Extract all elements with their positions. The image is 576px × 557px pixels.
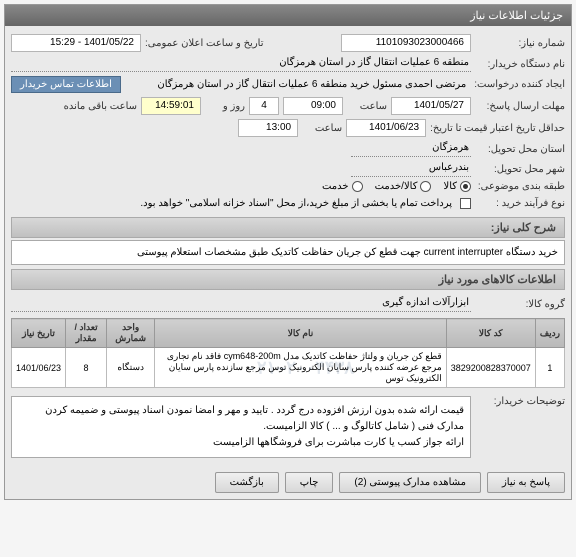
deadline-label: مهلت ارسال پاسخ: [475, 101, 565, 112]
desc-header: شرح کلی نیاز: [11, 217, 565, 238]
announce-value: 1401/05/22 - 15:29 [11, 34, 141, 52]
back-button[interactable]: بازگشت [215, 472, 279, 493]
contact-link[interactable]: اطلاعات تماس خریدار [11, 76, 121, 93]
buyer-org-label: نام دستگاه خریدار: [475, 59, 565, 70]
radio-label-service: خدمت [322, 181, 349, 192]
classification-radio-group: کالا کالا/خدمت خدمت [322, 181, 471, 192]
validity-time: 13:00 [238, 119, 298, 137]
announce-label: تاریخ و ساعت اعلان عمومی: [145, 38, 264, 49]
form-area: شماره نیاز: 1101093023000466 تاریخ و ساع… [5, 26, 571, 466]
notes-line-1: قیمت ارائه شده بدون ارزش افزوده درج گردد… [18, 403, 464, 435]
col-unit: واحد شمارش [107, 319, 155, 348]
province-label: استان محل تحویل: [475, 144, 565, 155]
radio-service[interactable]: خدمت [322, 181, 363, 192]
radio-icon [460, 181, 471, 192]
panel-title: جزئیات اطلاعات نیاز [5, 5, 571, 26]
classification-label: طبقه بندی موضوعی: [475, 181, 565, 192]
process-checkbox[interactable] [460, 198, 471, 209]
remain-time: 14:59:01 [141, 97, 201, 115]
col-qty: تعداد / مقدار [66, 319, 107, 348]
need-no-value: 1101093023000466 [341, 34, 471, 52]
cell-qty: 8 [66, 348, 107, 388]
group-label: گروه کالا: [475, 299, 565, 310]
group-value: ابزارآلات اندازه گیری [11, 296, 471, 312]
cell-date: 1401/06/23 [12, 348, 66, 388]
print-button[interactable]: چاپ [285, 472, 334, 493]
cell-name-text: قطع کن جریان و ولتاژ حفاظت کاتدیک مدل cy… [167, 351, 442, 383]
city-value: بندرعباس [351, 161, 471, 177]
notes-line-2: ارائه جواز کسب یا کارت مباشرت برای فروشگ… [18, 435, 464, 451]
reply-button[interactable]: پاسخ به نیاز [487, 472, 565, 493]
requester-value: مرتضی احمدی مسئول خرید منطقه 6 عملیات ان… [125, 77, 470, 92]
deadline-date: 1401/05/27 [391, 97, 471, 115]
process-note: پرداخت تمام یا بخشی از مبلغ خرید،از محل … [11, 196, 456, 211]
process-label: نوع فرآیند خرید : [475, 198, 565, 209]
province-value: هرمزگان [351, 141, 471, 157]
deadline-time: 09:00 [283, 97, 343, 115]
cell-code: 3829200828370007 [446, 348, 535, 388]
requester-label: ایجاد کننده درخواست: [474, 79, 565, 90]
items-table: ردیف کد کالا نام کالا واحد شمارش تعداد /… [11, 318, 565, 388]
days-label: روز و [205, 101, 245, 112]
col-name: نام کالا [155, 319, 446, 348]
radio-icon [352, 181, 363, 192]
cell-name: قطع کن جریان و ولتاژ حفاظت کاتدیک مدل cy… [155, 348, 446, 388]
col-idx: ردیف [535, 319, 564, 348]
radio-label-goods: کالا [443, 181, 457, 192]
need-details-panel: جزئیات اطلاعات نیاز شماره نیاز: 11010930… [4, 4, 572, 500]
button-row: پاسخ به نیاز مشاهده مدارک پیوستی (2) چاپ… [5, 466, 571, 499]
attachments-button[interactable]: مشاهده مدارک پیوستی (2) [339, 472, 481, 493]
col-code: کد کالا [446, 319, 535, 348]
notes-label: توضیحات خریدار: [475, 396, 565, 407]
radio-goods[interactable]: کالا [443, 181, 471, 192]
time-label-1: ساعت [347, 101, 387, 112]
remain-label: ساعت باقی مانده [64, 101, 137, 112]
notes-box: قیمت ارائه شده بدون ارزش افزوده درج گردد… [11, 396, 471, 458]
cell-idx: 1 [535, 348, 564, 388]
desc-text: خرید دستگاه current interrupter جهت قطع … [11, 240, 565, 265]
time-label-2: ساعت [302, 123, 342, 134]
city-label: شهر محل تحویل: [475, 164, 565, 175]
radio-icon [420, 181, 431, 192]
validity-date: 1401/06/23 [346, 119, 426, 137]
table-header-row: ردیف کد کالا نام کالا واحد شمارش تعداد /… [12, 319, 565, 348]
cell-unit: دستگاه [107, 348, 155, 388]
need-no-label: شماره نیاز: [475, 38, 565, 49]
validity-label: حداقل تاریخ اعتبار قیمت تا تاریخ: [430, 123, 565, 134]
days-value: 4 [249, 97, 279, 115]
items-header: اطلاعات کالاهای مورد نیاز [11, 269, 565, 290]
radio-label-goods-service: کالا/خدمت [375, 181, 418, 192]
radio-goods-service[interactable]: کالا/خدمت [375, 181, 432, 192]
col-date: تاریخ نیاز [12, 319, 66, 348]
buyer-org-value: منطقه 6 عملیات انتقال گاز در استان هرمزگ… [11, 56, 471, 72]
table-row: 1 3829200828370007 قطع کن جریان و ولتاژ … [12, 348, 565, 388]
